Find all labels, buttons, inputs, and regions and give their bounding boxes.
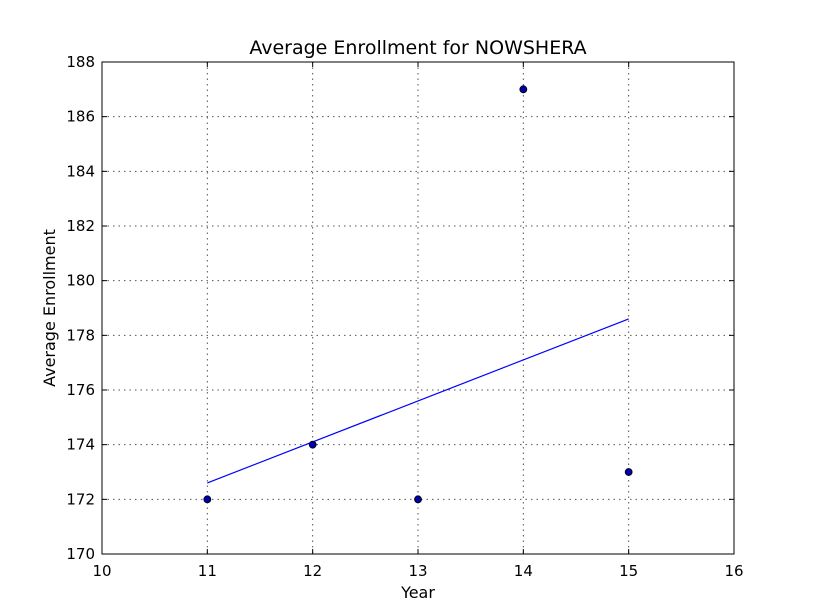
points-layer: [203, 85, 633, 504]
x-tick-label: 10: [92, 562, 111, 580]
y-tick-label: 172: [66, 490, 95, 508]
x-tick-label: 12: [303, 562, 322, 580]
data-point: [203, 495, 212, 504]
trendline: [207, 318, 629, 484]
y-tick-label: 174: [66, 436, 95, 454]
y-tick-labels: 170 172 174 176 178 180 182 184 186 188: [66, 53, 95, 563]
y-tick-label: 178: [66, 326, 95, 344]
y-tick-label: 186: [66, 108, 95, 126]
y-tick-label: 180: [66, 272, 95, 290]
x-axis-label: Year: [400, 583, 435, 602]
x-tick-label: 14: [514, 562, 533, 580]
y-tick-label: 184: [66, 162, 95, 180]
trendline-layer: [207, 318, 629, 484]
y-tick-label: 182: [66, 217, 95, 235]
ticks-layer: [101, 61, 735, 555]
x-tick-label: 15: [619, 562, 638, 580]
data-point: [519, 85, 528, 94]
y-tick-label: 170: [66, 545, 95, 563]
data-point: [308, 440, 317, 449]
y-axis-label: Average Enrollment: [40, 229, 59, 387]
grid-layer: [101, 61, 735, 555]
chart-title: Average Enrollment for NOWSHERA: [249, 37, 586, 59]
data-point: [414, 495, 422, 504]
x-tick-labels: 10 11 12 13 14 15 16: [92, 562, 743, 580]
x-tick-label: 13: [408, 562, 427, 580]
y-tick-label: 176: [66, 381, 95, 399]
x-tick-label: 16: [724, 562, 743, 580]
x-tick-label: 11: [198, 562, 217, 580]
data-point: [624, 468, 633, 476]
y-tick-label: 188: [66, 53, 95, 71]
